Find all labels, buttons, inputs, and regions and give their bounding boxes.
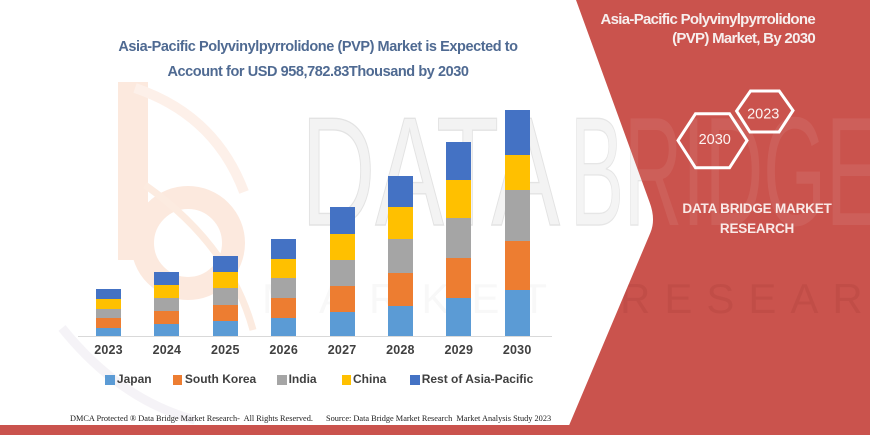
svg-text:2030: 2030 — [699, 132, 731, 148]
svg-text:RESEARCH: RESEARCH — [620, 275, 870, 322]
svg-text:2023: 2023 — [747, 106, 779, 122]
